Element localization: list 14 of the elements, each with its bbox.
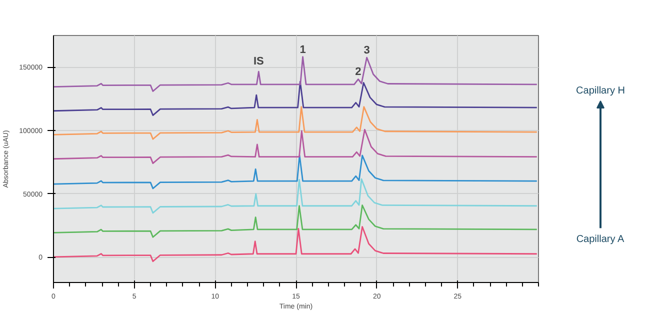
annotation: 1 bbox=[300, 44, 306, 56]
annotation: 2 bbox=[355, 66, 362, 78]
line-series bbox=[54, 80, 538, 116]
line-series bbox=[54, 128, 538, 164]
text: Capillary A bbox=[576, 234, 624, 245]
line-series bbox=[54, 154, 538, 190]
line-series bbox=[54, 226, 538, 262]
line-series bbox=[54, 106, 538, 140]
annotation: 3 bbox=[364, 44, 370, 57]
line-series bbox=[54, 56, 538, 92]
text: Capillary H bbox=[576, 86, 625, 97]
line-series bbox=[54, 204, 538, 238]
line-series bbox=[54, 178, 538, 214]
annotation: IS bbox=[253, 56, 264, 68]
